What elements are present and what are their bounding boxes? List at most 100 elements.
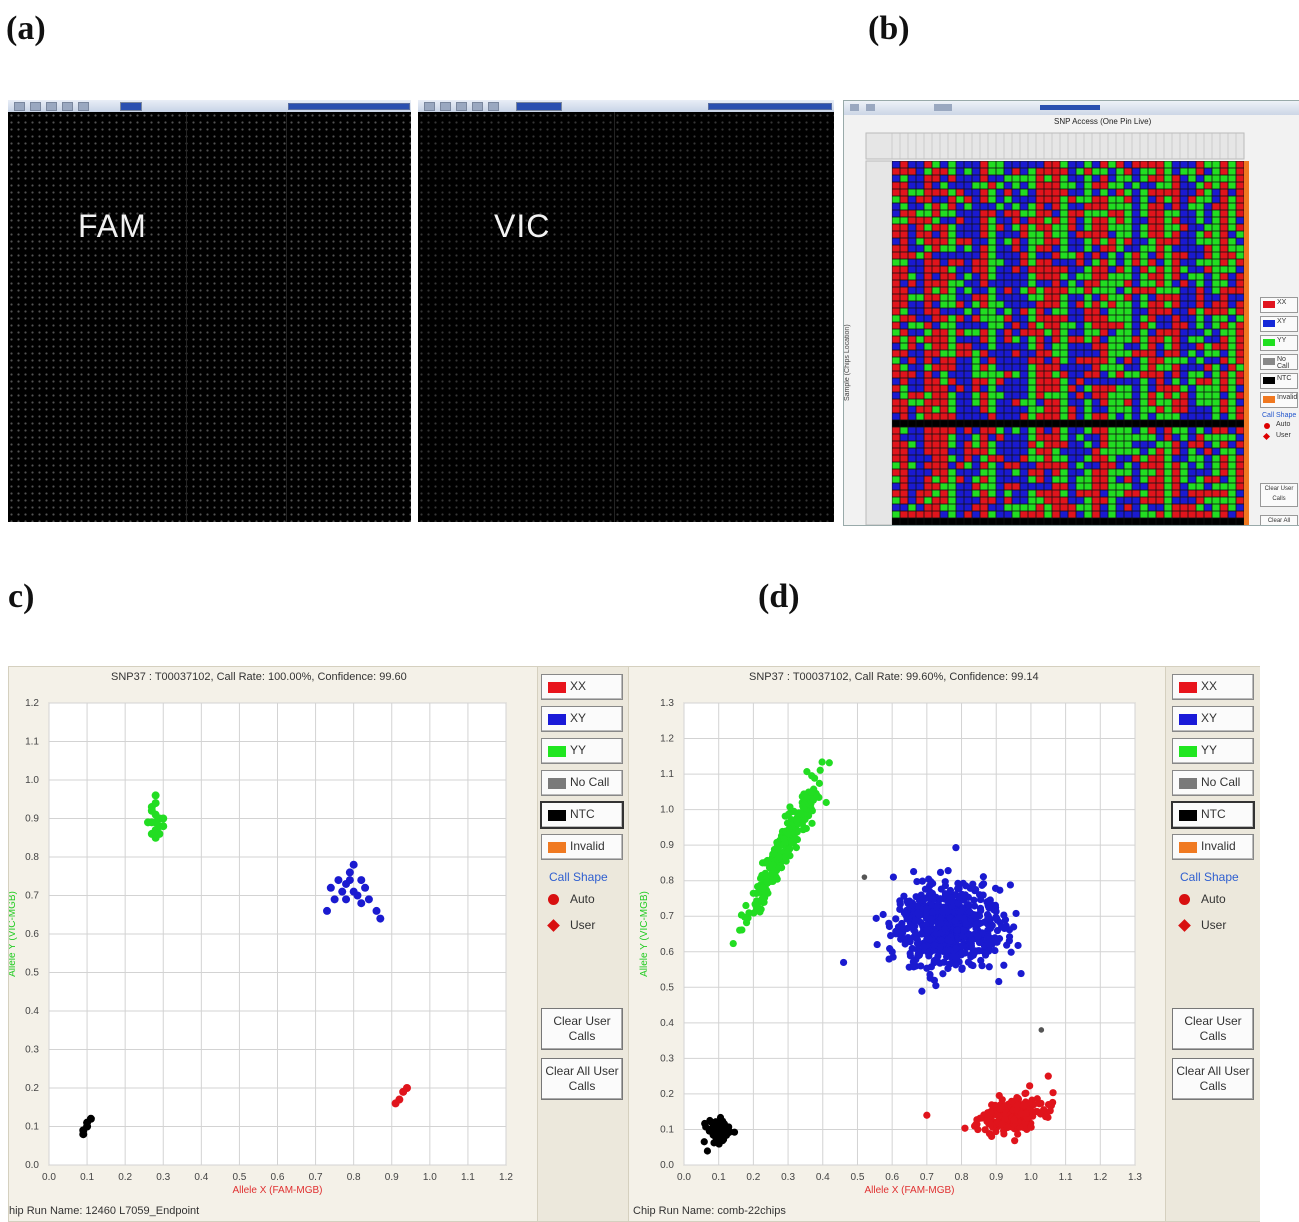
toolbar-button[interactable] (14, 102, 25, 111)
grid-cell (996, 301, 1004, 308)
clear-all-user-calls-button[interactable]: Clear All User Calls (1172, 1058, 1254, 1100)
legend-invalid-button[interactable]: Invalid (541, 834, 623, 860)
grid-cell (1052, 231, 1060, 238)
toolbar-button[interactable] (440, 102, 451, 111)
grid-cell (1028, 343, 1036, 350)
toolbar-button[interactable] (46, 102, 57, 111)
grid-cell (956, 350, 964, 357)
data-point-xx (996, 1105, 1004, 1113)
legend-invalid-button[interactable]: Invalid (1172, 834, 1254, 860)
grid-cell (1164, 210, 1172, 217)
x-tick-label: 0.3 (781, 1172, 795, 1183)
toolbar-button[interactable] (934, 104, 952, 111)
grid-cell (1156, 315, 1164, 322)
legend-xy-button[interactable]: XY (541, 706, 623, 732)
legend-ntc-button[interactable]: NTC (1171, 801, 1255, 829)
legend-no-call-button[interactable]: No Call (1172, 770, 1254, 796)
grid-cell (1196, 504, 1204, 511)
grid-cell (956, 161, 964, 168)
grid-cell (900, 238, 908, 245)
snp-clear-user-calls-button[interactable]: Clear User Calls (1260, 483, 1298, 507)
grid-cell (1052, 434, 1060, 441)
legend-no-call-button[interactable]: No Call (541, 770, 623, 796)
grid-cell (988, 259, 996, 266)
scatter-plot-c[interactable]: 0.0 0.1 0.2 0.3 0.4 0.5 0.6 0.7 0.8 0.9 1.0 1.1 1.20… (9, 667, 539, 1221)
toolbar-button[interactable] (456, 102, 467, 111)
snp-legend-no-call[interactable]: No Call (1260, 354, 1298, 370)
snp-legend-invalid[interactable]: Invalid (1260, 392, 1298, 408)
grid-cell (972, 497, 980, 504)
grid-cell (1164, 357, 1172, 364)
snp-legend-yy[interactable]: YY (1260, 335, 1298, 351)
y-tick-label: 0.2 (25, 1083, 39, 1094)
grid-cell (1036, 224, 1044, 231)
grid-cell (1212, 196, 1220, 203)
snp-legend-ntc[interactable]: NTC (1260, 373, 1298, 389)
grid-cell (1180, 189, 1188, 196)
grid-cell (1196, 448, 1204, 455)
snp-legend-xy[interactable]: XY (1260, 316, 1298, 332)
snp-call-grid[interactable] (844, 101, 1299, 525)
grid-cell (1172, 350, 1180, 357)
grid-cell (916, 357, 924, 364)
grid-cell (1164, 420, 1172, 427)
clear-user-calls-button[interactable]: Clear User Calls (1172, 1008, 1254, 1050)
toolbar-slider[interactable] (1040, 105, 1100, 110)
grid-cell (1180, 511, 1188, 518)
grid-cell (996, 224, 1004, 231)
clear-user-calls-button[interactable]: Clear User Calls (541, 1008, 623, 1050)
legend-yy-button[interactable]: YY (541, 738, 623, 764)
scatter-plot-d[interactable]: 0.0 0.1 0.2 0.3 0.4 0.5 0.6 0.7 0.8 0.9 1.0 1.1 1.2 1… (629, 667, 1165, 1221)
grid-cell (1108, 483, 1116, 490)
grid-cell (1172, 462, 1180, 469)
toolbar-slider[interactable] (288, 103, 410, 110)
grid-cell (900, 210, 908, 217)
snp-legend-xx[interactable]: XX (1260, 297, 1298, 313)
toolbar-slider[interactable] (708, 103, 832, 110)
grid-cell (892, 217, 900, 224)
toolbar-button[interactable] (850, 104, 859, 111)
toolbar-button[interactable] (516, 102, 562, 111)
grid-cell (1156, 175, 1164, 182)
toolbar-button[interactable] (30, 102, 41, 111)
grid-cell (1148, 301, 1156, 308)
grid-cell (1060, 441, 1068, 448)
grid-cell (1124, 406, 1132, 413)
grid-cell (1004, 350, 1012, 357)
toolbar-button[interactable] (866, 104, 875, 111)
legend-xx-button[interactable]: XX (541, 674, 623, 700)
grid-cell (1156, 273, 1164, 280)
grid-cell (1156, 462, 1164, 469)
legend-xy-button[interactable]: XY (1172, 706, 1254, 732)
legend-xx-button[interactable]: XX (1172, 674, 1254, 700)
data-point-xx (1014, 1130, 1022, 1138)
toolbar-button[interactable] (424, 102, 435, 111)
toolbar-button[interactable] (488, 102, 499, 111)
grid-cell (1012, 238, 1020, 245)
grid-cell (1132, 434, 1140, 441)
toolbar-button[interactable] (120, 102, 142, 111)
grid-cell (1236, 385, 1244, 392)
legend-ntc-button[interactable]: NTC (540, 801, 624, 829)
x-tick-label: 0.8 (955, 1172, 969, 1183)
grid-cell (916, 294, 924, 301)
grid-cell (980, 259, 988, 266)
grid-cell (924, 329, 932, 336)
grid-cell (916, 490, 924, 497)
toolbar-button[interactable] (78, 102, 89, 111)
data-point-xy (918, 877, 927, 885)
grid-cell (1116, 189, 1124, 196)
clear-all-user-calls-button[interactable]: Clear All User Calls (541, 1058, 623, 1100)
grid-cell (1044, 350, 1052, 357)
grid-cell (1092, 280, 1100, 287)
toolbar-button[interactable] (472, 102, 483, 111)
grid-cell (1084, 427, 1092, 434)
grid-cell (972, 476, 980, 483)
vic-image-window: VIC (418, 100, 834, 522)
grid-cell (1036, 266, 1044, 273)
toolbar-button[interactable] (62, 102, 73, 111)
grid-cell (916, 175, 924, 182)
legend-yy-button[interactable]: YY (1172, 738, 1254, 764)
snp-clear-all-user-calls-button[interactable]: Clear All User Calls (1260, 515, 1298, 525)
grid-cell (1092, 196, 1100, 203)
